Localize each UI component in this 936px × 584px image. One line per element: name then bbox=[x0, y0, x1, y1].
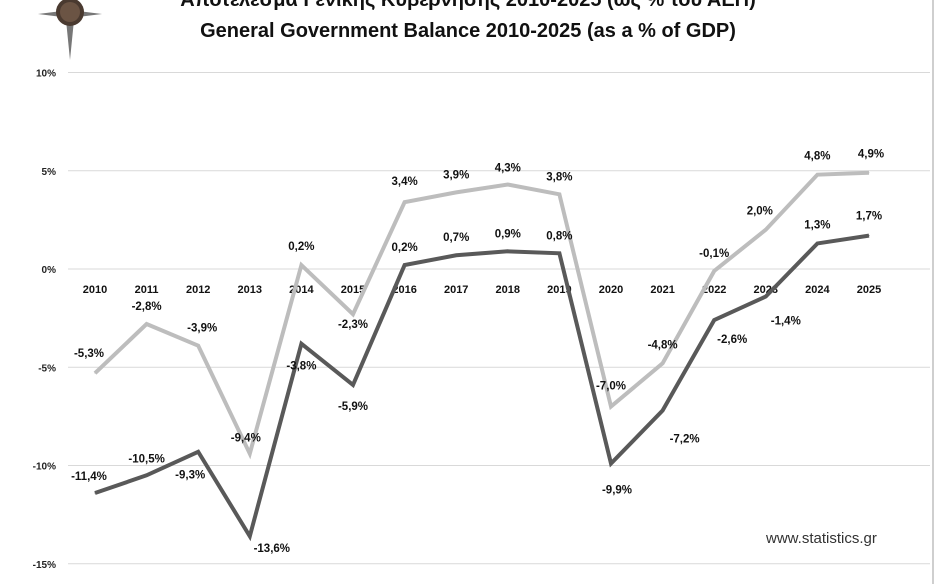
data-point bbox=[507, 184, 509, 186]
data-label: -4,8% bbox=[648, 339, 678, 351]
data-point bbox=[868, 235, 870, 237]
y-tick-label: -15% bbox=[33, 560, 56, 571]
data-label: -2,3% bbox=[338, 319, 368, 331]
data-point bbox=[713, 270, 715, 272]
data-label: 0,7% bbox=[443, 232, 469, 244]
data-point bbox=[300, 343, 302, 345]
data-label: -3,9% bbox=[187, 323, 217, 335]
data-point bbox=[816, 242, 818, 244]
data-label: 1,7% bbox=[856, 211, 882, 223]
y-tick-label: 0% bbox=[42, 265, 57, 276]
data-point bbox=[197, 345, 199, 347]
x-tick-label: 2025 bbox=[857, 284, 881, 296]
data-point bbox=[662, 409, 664, 411]
x-tick-label: 2020 bbox=[599, 284, 623, 296]
x-tick-label: 2022 bbox=[702, 284, 726, 296]
data-point bbox=[94, 492, 96, 494]
data-label: 4,3% bbox=[495, 163, 521, 175]
series-line-2 bbox=[94, 233, 870, 542]
y-tick-label: -10% bbox=[33, 462, 56, 473]
data-label: 4,8% bbox=[804, 151, 830, 163]
data-point bbox=[868, 172, 870, 174]
data-point bbox=[300, 264, 302, 266]
data-label: 3,8% bbox=[546, 171, 572, 183]
x-tick-label: 2018 bbox=[496, 284, 520, 296]
data-point bbox=[146, 474, 148, 476]
x-tick-label: 2013 bbox=[238, 284, 262, 296]
x-tick-label: 2012 bbox=[186, 284, 210, 296]
data-label: 0,2% bbox=[391, 242, 417, 254]
data-label: 0,9% bbox=[495, 228, 521, 240]
x-tick-label: 2016 bbox=[392, 284, 416, 296]
data-point bbox=[249, 535, 251, 537]
data-point bbox=[507, 250, 509, 252]
data-label: 1,3% bbox=[804, 219, 830, 231]
x-tick-label: 2017 bbox=[444, 284, 468, 296]
data-label: -5,3% bbox=[74, 348, 104, 360]
data-point bbox=[455, 254, 457, 256]
data-label: -9,4% bbox=[231, 433, 261, 445]
data-label: -9,3% bbox=[175, 470, 205, 482]
right-border bbox=[932, 0, 934, 584]
watermark: www.statistics.gr bbox=[766, 530, 877, 547]
chart-title: General Government Balance 2010-2025 (as… bbox=[200, 20, 736, 42]
data-point bbox=[610, 406, 612, 408]
data-label: -3,8% bbox=[286, 361, 316, 373]
data-label: -7,2% bbox=[670, 433, 700, 445]
x-tick-label: 2024 bbox=[805, 284, 830, 296]
data-point bbox=[765, 229, 767, 231]
data-label: -0,1% bbox=[699, 248, 729, 260]
x-tick-label: 2021 bbox=[650, 284, 674, 296]
data-point bbox=[558, 252, 560, 254]
data-point bbox=[404, 201, 406, 203]
x-tick-label: 2010 bbox=[83, 284, 107, 296]
data-point bbox=[352, 313, 354, 315]
data-label: -5,9% bbox=[338, 401, 368, 413]
x-tick-label: 2019 bbox=[547, 284, 571, 296]
data-point bbox=[610, 463, 612, 465]
data-label: 3,4% bbox=[391, 176, 417, 188]
data-point bbox=[558, 193, 560, 195]
data-point bbox=[713, 319, 715, 321]
data-point bbox=[352, 384, 354, 386]
data-label: 0,2% bbox=[288, 241, 314, 253]
data-point bbox=[455, 191, 457, 193]
data-label: 4,9% bbox=[858, 149, 884, 161]
data-point bbox=[816, 174, 818, 176]
data-label: -1,4% bbox=[771, 316, 801, 328]
data-label: 2,0% bbox=[747, 206, 773, 218]
data-label: 3,9% bbox=[443, 169, 469, 181]
x-tick-label: 2011 bbox=[135, 284, 159, 296]
y-tick-label: 10% bbox=[36, 69, 56, 80]
data-label: 0,8% bbox=[546, 230, 572, 242]
chart-title-greek: Αποτέλεσμα Γενικής Κυβέρνησης 2010-2025 … bbox=[180, 0, 756, 11]
y-tick-label: -5% bbox=[38, 363, 56, 374]
data-point bbox=[765, 296, 767, 298]
data-label: -2,8% bbox=[132, 301, 162, 313]
data-point bbox=[662, 362, 664, 364]
series-line-1 bbox=[93, 170, 870, 460]
data-label: -13,6% bbox=[254, 543, 290, 555]
data-point bbox=[404, 264, 406, 266]
data-label: -11,4% bbox=[71, 471, 107, 483]
data-label: -7,0% bbox=[596, 381, 626, 393]
data-label: -10,5% bbox=[128, 453, 164, 465]
data-label: -9,9% bbox=[602, 485, 632, 497]
data-point bbox=[94, 372, 96, 374]
data-point bbox=[197, 451, 199, 453]
x-tick-label: 2015 bbox=[341, 284, 365, 296]
logo-compass-icon bbox=[38, 0, 102, 60]
y-tick-label: 5% bbox=[42, 167, 57, 178]
data-point bbox=[249, 453, 251, 455]
data-point bbox=[146, 323, 148, 325]
data-label: -2,6% bbox=[717, 334, 747, 346]
